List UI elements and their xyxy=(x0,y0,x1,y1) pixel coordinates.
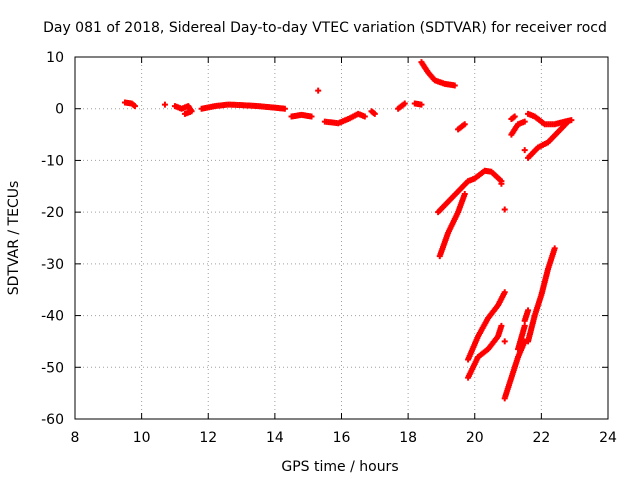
y-tick-label: 10 xyxy=(46,50,64,66)
data-point xyxy=(521,147,528,154)
data-point xyxy=(161,101,168,108)
data-point xyxy=(498,180,505,187)
data-point xyxy=(501,289,508,296)
y-axis-label: SDTVAR / TECUs xyxy=(6,181,22,296)
data-point xyxy=(551,245,558,252)
data-point xyxy=(565,118,572,125)
data-point xyxy=(461,121,468,128)
y-axis-ticks: -60 -50 -40 -30 -20 -10 0 10 xyxy=(41,50,608,428)
data-point xyxy=(568,117,575,124)
data-point xyxy=(281,105,288,112)
x-axis-label: GPS time / hours xyxy=(281,459,398,475)
y-tick-label: 0 xyxy=(55,102,64,118)
data-point xyxy=(501,338,508,345)
data-point xyxy=(361,113,368,120)
x-tick-label: 10 xyxy=(133,430,151,446)
plot-frame xyxy=(74,56,609,420)
data-point xyxy=(521,322,528,329)
data-point xyxy=(498,322,505,329)
data-point xyxy=(181,110,188,117)
x-tick-label: 16 xyxy=(333,430,351,446)
y-tick-label: -40 xyxy=(41,309,64,325)
data-point xyxy=(501,206,508,213)
data-point xyxy=(451,82,458,89)
data-point xyxy=(371,110,378,117)
grid xyxy=(75,57,608,419)
x-tick-label: 14 xyxy=(266,430,284,446)
data-point xyxy=(418,101,425,108)
data-point xyxy=(521,118,528,125)
data-point xyxy=(511,113,518,120)
x-tick-label: 12 xyxy=(199,430,217,446)
y-tick-label: -60 xyxy=(41,412,64,428)
y-tick-label: -10 xyxy=(41,153,64,169)
x-axis-ticks: 8 10 12 14 16 18 20 22 24 xyxy=(71,57,617,446)
data-point xyxy=(401,100,408,107)
data-point xyxy=(315,87,322,94)
y-tick-label: -50 xyxy=(41,360,64,376)
data-point xyxy=(525,307,532,314)
data-point xyxy=(461,191,468,198)
x-tick-label: 24 xyxy=(599,430,617,446)
y-tick-label: -20 xyxy=(41,205,64,221)
data-point xyxy=(308,113,315,120)
y-tick-label: -30 xyxy=(41,257,64,273)
x-tick-label: 22 xyxy=(532,430,550,446)
x-tick-label: 20 xyxy=(466,430,484,446)
data-point xyxy=(131,103,138,110)
chart-title: Day 081 of 2018, Sidereal Day-to-day VTE… xyxy=(43,20,607,36)
x-tick-label: 18 xyxy=(399,430,417,446)
data-points xyxy=(121,59,575,402)
x-tick-label: 8 xyxy=(71,430,80,446)
